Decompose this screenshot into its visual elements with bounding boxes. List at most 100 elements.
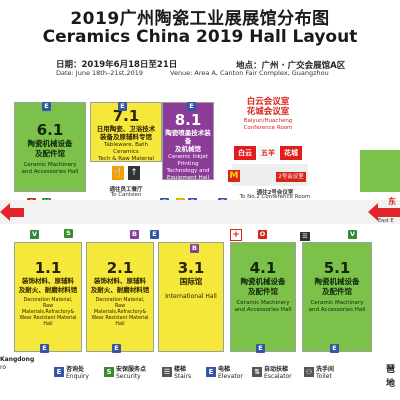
room-wuyang: 五羊: [257, 146, 279, 160]
hall-name-en: Tableware, Bath Ceramics Tech & Raw Mate…: [98, 142, 154, 162]
conf2-label-en: To No.2 Conference Room: [239, 194, 311, 200]
hall-name-en: Ceramic Machinery and Accessories Hall: [21, 162, 79, 175]
security-icon: S: [104, 367, 114, 377]
legend-cn: 电梯: [218, 366, 231, 373]
hall-8-1: 8.1 陶瓷喷墨技术装备 及机械馆 Ceramic Inkjet Printin…: [162, 102, 214, 180]
hall-3-1: 3.1 国际馆 International Hall: [158, 242, 224, 352]
legend-en: Enquiry: [66, 373, 89, 380]
hall-number: 4.1: [249, 259, 277, 277]
legend-elevator: E 电梯 Elevator: [206, 364, 243, 380]
hall-name-cn: 日用陶瓷、卫浴技术 装备及原辅料专馆: [96, 125, 156, 141]
legend-cn: 安保服务点: [116, 366, 147, 373]
vip-icon: V: [348, 230, 357, 239]
hall-number: 1.1: [34, 259, 62, 277]
legend-label: 咨询处 Enquiry: [66, 364, 89, 380]
canteen-label-cn: 通往员工餐厅: [109, 187, 143, 193]
legend-label: 电梯 Elevator: [218, 364, 243, 380]
hall-number: 7.1: [112, 107, 140, 125]
hall-name-cn: 陶瓷喷墨技术装备 及机械馆: [165, 129, 211, 153]
east-entrance-cn: 东: [388, 197, 396, 206]
hall-name-en: International Hall: [165, 293, 217, 300]
hall-1-1: 1.1 装饰材料、原辅料 及耐火、耐磨材料馆 Decoration Materi…: [14, 242, 82, 352]
hall-7-1: 7.1 日用陶瓷、卫浴技术 装备及原辅料专馆 Tableware, Bath C…: [90, 102, 162, 162]
enquiry-icon: E: [330, 344, 339, 353]
hall-name-cn: 陶瓷机械设备 及配件馆: [240, 277, 286, 296]
enquiry-icon: E: [40, 344, 49, 353]
enquiry-icon: E: [42, 102, 51, 111]
legend-stairs: ☰ 楼梯 Stairs: [162, 364, 191, 380]
date-en: Date: June 18th–21st,2019: [56, 69, 144, 77]
legend-en: Security: [116, 373, 141, 380]
left-corner-text-2: ro: [0, 364, 7, 371]
room-huacheng: 花城: [280, 146, 302, 160]
right-edge-text: 琶: [386, 365, 396, 375]
legend-en: Toilet: [316, 373, 332, 380]
hall-4-1: 4.1 陶瓷机械设备 及配件馆 Ceramic Machinery and Ac…: [230, 242, 296, 352]
enquiry-icon: E: [256, 344, 265, 353]
legend-cn: 楼梯: [174, 366, 187, 373]
venue-cn: 地点：广州 · 广交会展馆A区: [236, 61, 346, 71]
enquiry-icon: E: [112, 344, 121, 353]
legend-cn: 洗手间: [316, 366, 335, 373]
page-title-en: Ceramics China 2019 Hall Layout: [42, 27, 358, 47]
legend-en: Stairs: [174, 373, 192, 380]
right-edge-text-2: 地: [386, 379, 396, 389]
east-entrance-en: East E: [378, 218, 394, 224]
legend-security: S 安保服务点 Security: [104, 364, 146, 380]
legend-label: 洗手间 Toilet: [316, 364, 334, 380]
hall-number: 6.1: [36, 121, 64, 139]
fork-knife-icon: 🍴: [112, 166, 124, 180]
canteen-icons: 🍴 ↑: [104, 166, 148, 182]
legend-en: Elevator: [218, 373, 243, 380]
enquiry-icon: E: [54, 367, 64, 377]
hall-name-cn: 装饰材料、原辅料 及耐火、耐磨材料馆: [18, 277, 78, 294]
office-icon: O: [258, 230, 267, 239]
enquiry-icon: E: [187, 102, 196, 111]
canteen-label-en: To Canteen: [110, 192, 142, 198]
legend-toilet: ⚇ 洗手间 Toilet: [304, 364, 334, 380]
stairs-icon: ☰: [300, 232, 310, 241]
conference-room-2-badge: 2号会议室: [276, 172, 306, 182]
hall-name-en: Ceramic Machinery and Accessories Hall: [234, 300, 292, 313]
vip-icon: V: [30, 230, 39, 239]
arrow-left-icon: [0, 203, 24, 221]
legend-label: 自动扶梯 Escalator: [264, 364, 292, 380]
room-baiyun: 白云: [234, 146, 256, 160]
conf2-label-cn: 通往2号会议室: [256, 190, 294, 196]
legend-cn: 自动扶梯: [264, 366, 289, 373]
legend-enquiry: E 咨询处 Enquiry: [54, 364, 89, 380]
escalator-icon: ⇅: [252, 367, 262, 377]
hall-name-cn: 陶瓷机械设备 及配件馆: [27, 139, 73, 158]
left-corner-text: Kangdong: [0, 356, 35, 363]
medical-icon: +: [230, 229, 242, 241]
toilet-icon: ⚇: [304, 367, 314, 377]
arrow-left-icon: [368, 203, 400, 221]
hall-name-en: Ceramic Machinery and Accessories Hall: [308, 300, 366, 313]
hall-number: 2.1: [106, 259, 134, 277]
date-cn: 日期：2019年6月18日至21日: [56, 60, 178, 70]
hall-edge-right-top: [360, 150, 400, 192]
hall-name-cn: 装饰材料、原辅料 及耐火、耐磨材料馆: [90, 277, 150, 294]
legend-label: 楼梯 Stairs: [174, 364, 191, 380]
legend-cn: 咨询处: [66, 366, 85, 373]
hall-number: 5.1: [323, 259, 351, 277]
legend-en: Escalator: [264, 373, 292, 380]
hall-name-cn: 陶瓷机械设备 及配件馆: [314, 277, 360, 296]
business-icon: B: [130, 230, 139, 239]
hall-name-en: Ceramic Inkjet Printing Technology and E…: [166, 154, 210, 180]
conference-title-cn: 白云会议室 花城会议室: [246, 97, 290, 117]
main-corridor: [0, 200, 400, 224]
hall-name-cn: 国际馆: [179, 277, 203, 286]
legend-label: 安保服务点 Security: [116, 364, 146, 380]
hall-6-1: 6.1 陶瓷机械设备 及配件馆 Ceramic Machinery and Ac…: [14, 102, 86, 192]
business-icon: B: [190, 244, 199, 253]
page-title-cn: 2019广州陶瓷工业展展馆分布图: [70, 9, 330, 29]
hall-5-1: 5.1 陶瓷机械设备 及配件馆 Ceramic Machinery and Ac…: [302, 242, 372, 352]
security-icon: S: [64, 229, 73, 238]
hall-2-1: 2.1 装饰材料、原辅料 及耐火、耐磨材料馆 Decoration Materi…: [86, 242, 154, 352]
stairs-icon: ☰: [162, 367, 172, 377]
hall-name-en: Decoration Material, Raw Materials,Refra…: [19, 298, 77, 327]
enquiry-icon: E: [118, 102, 127, 111]
venue-en: Venue: Area A, Canton Fair Complex, Guan…: [170, 69, 329, 77]
legend-escalator: ⇅ 自动扶梯 Escalator: [252, 364, 292, 380]
